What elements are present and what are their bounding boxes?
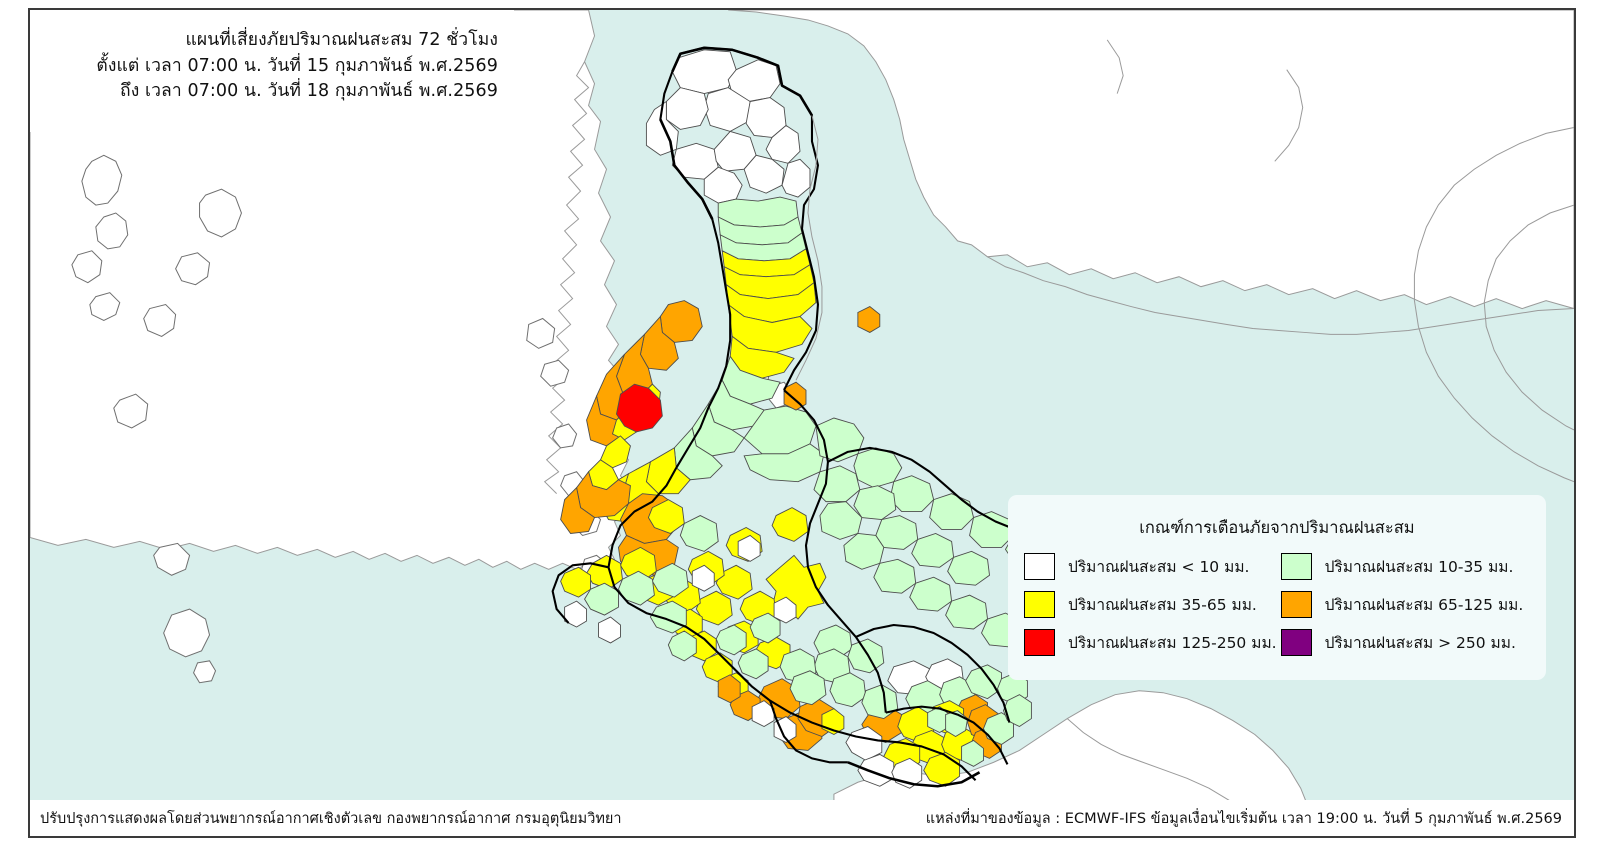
- legend-label-gt250: ปริมาณฝนสะสม > 250 มม.: [1324, 634, 1516, 652]
- district-cluster-upper-green: [717, 196, 807, 262]
- thailand-peninsula-map: .land{fill:#FFFFFF;stroke:#9a9a9a;stroke…: [30, 10, 1574, 836]
- map-frame: .land{fill:#FFFFFF;stroke:#9a9a9a;stroke…: [28, 8, 1576, 838]
- legend-swatch-10-35: [1280, 553, 1312, 580]
- legend-swatch-35-65: [1024, 591, 1055, 618]
- legend-swatch-125-250: [1024, 629, 1055, 656]
- legend-label-35-65: ปริมาณฝนสะสม 35-65 มม.: [1068, 596, 1257, 614]
- legend-item-65-125[interactable]: ปริมาณฝนสะสม 65-125 มม.: [1280, 591, 1530, 618]
- thailand-coastline: [795, 115, 823, 381]
- district-cluster-lower-orange: [729, 678, 845, 751]
- district-small-orange-patches: [717, 306, 881, 704]
- legend-label-65-125: ปริมาณฝนสะสม 65-125 มม.: [1324, 596, 1524, 614]
- legend-item-lt10[interactable]: ปริมาณฝนสะสม < 10 มม.: [1024, 553, 1277, 580]
- title-line-3: ถึง เวลา 07:00 น. วันที่ 18 กุมภาพันธ์ พ…: [120, 81, 498, 102]
- footer-right-text: แหล่งที่มาของข้อมูล : ECMWF-IFS ข้อมูลเง…: [925, 810, 1562, 827]
- map-title-card: แผนที่เสี่ยงภัยปริมาณฝนสะสม 72 ชั่วโมง ต…: [30, 10, 514, 132]
- legend-swatch-65-125: [1280, 591, 1312, 618]
- district-cluster-east-green-lower: [779, 624, 899, 720]
- legend-label-lt10: ปริมาณฝนสะสม < 10 มม.: [1068, 558, 1250, 576]
- legend-grid: ปริมาณฝนสะสม < 10 มม. ปริมาณฝนสะสม 10-35…: [1024, 553, 1530, 656]
- legend-label-125-250: ปริมาณฝนสะสม 125-250 มม.: [1068, 634, 1277, 652]
- district-cluster-midupper-green: [673, 355, 781, 481]
- legend-item-35-65[interactable]: ปริมาณฝนสะสม 35-65 มม.: [1024, 591, 1277, 618]
- foreign-landmass-layer: [30, 10, 1574, 836]
- district-highest-red: [616, 383, 663, 433]
- district-cluster-upper-white: [645, 49, 811, 204]
- legend-panel: เกณฑ์การเตือนภัยจากปริมาณฝนสะสม ปริมาณฝน…: [1008, 495, 1546, 680]
- map-footer: ปรับปรุงการแสดงผลโดยส่วนพยากรณ์อากาศเชิง…: [30, 800, 1574, 836]
- title-line-2: ตั้งแต่ เวลา 07:00 น. วันที่ 15 กุมภาพัน…: [96, 55, 498, 76]
- legend-title: เกณฑ์การเตือนภัยจากปริมาณฝนสะสม: [1139, 518, 1415, 537]
- legend-item-125-250[interactable]: ปริมาณฝนสะสม 125-250 มม.: [1024, 629, 1277, 656]
- legend-swatch-gt250: [1280, 629, 1312, 656]
- legend-label-10-35: ปริมาณฝนสะสม 10-35 มม.: [1324, 558, 1514, 576]
- legend-item-10-35[interactable]: ปริมาณฝนสะสม 10-35 มม.: [1280, 553, 1530, 580]
- legend-item-gt250[interactable]: ปริมาณฝนสะสม > 250 มม.: [1280, 629, 1530, 656]
- title-line-1: แผนที่เสี่ยงภัยปริมาณฝนสะสม 72 ชั่วโมง: [185, 30, 498, 50]
- legend-swatch-lt10: [1024, 553, 1055, 580]
- footer-left-text: ปรับปรุงการแสดงผลโดยส่วนพยากรณ์อากาศเชิง…: [40, 810, 622, 827]
- district-cluster-upper-yellow: [721, 248, 817, 379]
- national-boundary: [659, 46, 981, 788]
- district-cluster-southwest-mixed: [560, 499, 797, 704]
- district-cluster-west-orange: [586, 300, 703, 447]
- district-cluster-farsouth: [845, 658, 1032, 789]
